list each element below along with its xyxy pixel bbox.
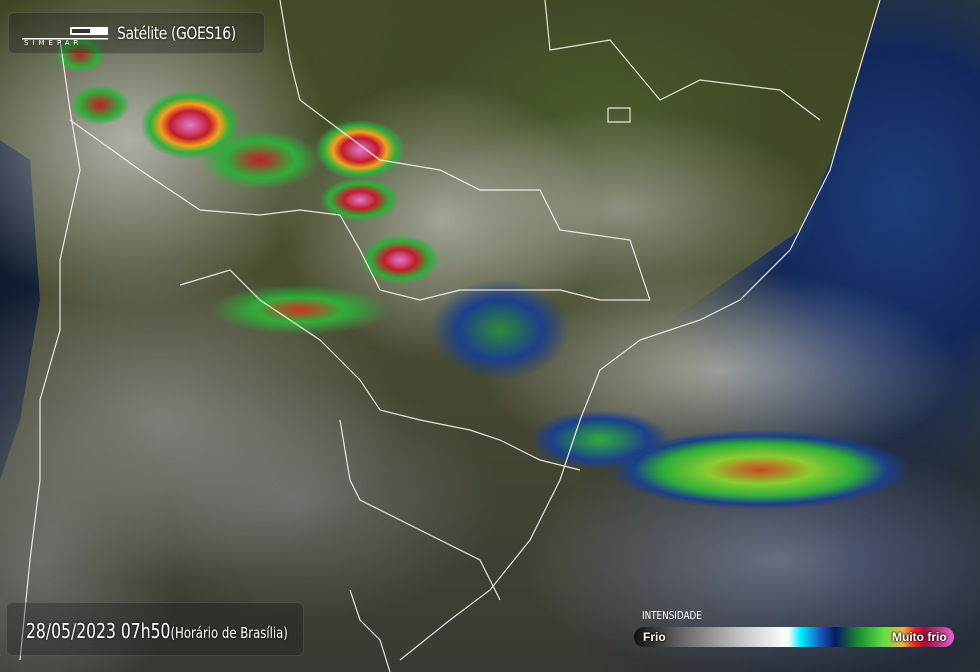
legend-max-label: Muito frio [892,630,947,644]
border-line [279,0,651,301]
timestamp: 28/05/2023 07h50(Horário de Brasília) [26,619,288,643]
page-title: Satélite (GOES16) [117,24,236,44]
border-line [607,107,631,123]
border-line [69,119,261,216]
legend-color-bar [634,627,954,647]
legend-min-label: Frio [643,630,666,644]
timestamp-panel [6,602,304,656]
border-line [179,269,581,471]
border-line [399,0,881,661]
simepar-logo: SIMEPAR [22,27,108,46]
border-line [544,0,821,121]
border-line [259,209,650,301]
border-line [339,419,501,601]
legend-title: INTENSIDADE [642,609,702,622]
timestamp-timezone: (Horário de Brasília) [170,624,288,642]
border-line [19,39,81,661]
title-panel [8,12,265,54]
timestamp-datetime: 28/05/2023 07h50 [26,619,171,643]
svg-text:SIMEPAR: SIMEPAR [24,39,82,46]
border-line [349,589,391,672]
